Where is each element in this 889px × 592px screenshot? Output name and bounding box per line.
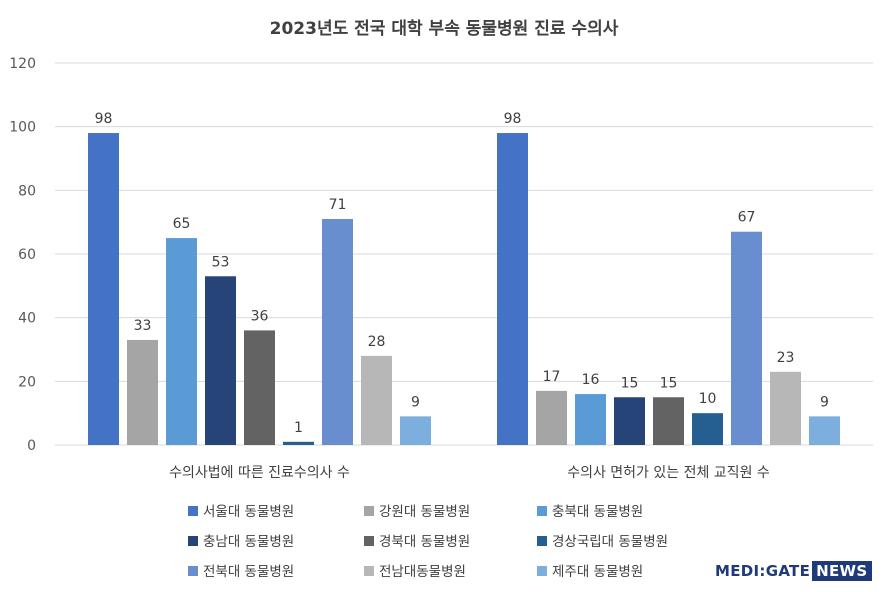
- legend-label-2: 강원대 동물병원: [379, 504, 470, 520]
- y-tick-label-20: 20: [18, 374, 36, 390]
- legend-label-8: 전남대동물병원: [379, 564, 466, 580]
- legend-label-6: 경상국립대 동물병원: [552, 534, 668, 550]
- bar-1-8: [361, 355, 392, 445]
- bar-2-7: [731, 231, 762, 445]
- legend-swatch-9: [537, 566, 547, 576]
- bar-1-5: [244, 330, 275, 445]
- legend-swatch-4: [188, 536, 198, 546]
- bar-2-2: [536, 390, 567, 445]
- x-axis-categories: 수의사법에 따른 진료수의사 수 수의사 면허가 있는 전체 교직원 수: [169, 465, 770, 481]
- data-label-2-2: 17: [543, 369, 561, 385]
- bar-2-3: [575, 394, 606, 445]
- data-label-2-3: 16: [582, 372, 600, 388]
- y-tick-label-40: 40: [18, 311, 36, 327]
- data-label-2-6: 10: [699, 391, 717, 407]
- bar-1-4: [205, 276, 236, 445]
- y-axis-ticks: 0 20 40 60 80 100 120: [9, 56, 36, 454]
- data-label-2-8: 23: [777, 350, 795, 366]
- legend-label-5: 경북대 동물병원: [379, 534, 470, 550]
- data-label-1-1: 98: [95, 111, 113, 127]
- data-label-1-3: 65: [173, 216, 191, 232]
- bars: [88, 133, 840, 446]
- y-tick-label-0: 0: [27, 438, 36, 454]
- data-label-1-8: 28: [368, 334, 386, 350]
- bar-2-8: [770, 371, 801, 445]
- legend-swatch-1: [188, 506, 198, 516]
- legend-swatch-2: [364, 506, 374, 516]
- bar-1-6: [283, 441, 314, 445]
- category-label-2: 수의사 면허가 있는 전체 교직원 수: [567, 465, 770, 481]
- chart-title: 2023년도 전국 대학 부속 동물병원 진료 수의사: [270, 19, 619, 39]
- bar-2-9: [809, 416, 840, 445]
- y-tick-label-100: 100: [9, 120, 36, 136]
- data-label-2-4: 15: [621, 375, 639, 391]
- data-label-1-9: 9: [411, 394, 420, 410]
- data-label-1-7: 71: [329, 197, 347, 213]
- bar-2-6: [692, 413, 723, 445]
- data-label-2-7: 67: [738, 210, 756, 226]
- bar-2-4: [614, 397, 645, 445]
- y-tick-label-120: 120: [9, 56, 36, 72]
- legend-swatch-8: [364, 566, 374, 576]
- legend-swatch-3: [537, 506, 547, 516]
- category-label-1: 수의사법에 따른 진료수의사 수: [169, 465, 350, 481]
- data-label-2-9: 9: [820, 394, 829, 410]
- logo-news-badge: NEWS: [812, 561, 872, 581]
- legend-swatch-6: [537, 536, 547, 546]
- data-labels: 98 33 65 53 36 1 71 28 9 98 17 16 15 15 10 67 23 9: [95, 111, 829, 436]
- legend-label-3: 충북대 동물병원: [552, 504, 643, 520]
- data-label-1-6: 1: [294, 420, 303, 436]
- data-label-1-5: 36: [251, 308, 269, 324]
- bar-1-3: [166, 238, 197, 445]
- legend-swatch-7: [188, 566, 198, 576]
- legend-label-4: 충남대 동물병원: [203, 534, 294, 550]
- legend-label-7: 전북대 동물병원: [203, 564, 294, 580]
- bar-2-1: [497, 133, 528, 446]
- bar-2-5: [653, 397, 684, 445]
- data-label-2-5: 15: [660, 375, 678, 391]
- y-tick-label-80: 80: [18, 183, 36, 199]
- bar-1-7: [322, 218, 353, 445]
- legend-label-9: 제주대 동물병원: [552, 564, 643, 580]
- logo-main-text: MEDI:GATE: [715, 562, 811, 580]
- legend-swatch-5: [364, 536, 374, 546]
- data-label-2-1: 98: [504, 111, 522, 127]
- medigate-news-logo: MEDI:GATE NEWS: [715, 560, 872, 582]
- bar-1-1: [88, 133, 119, 446]
- bar-1-9: [400, 416, 431, 445]
- bar-1-2: [127, 339, 158, 445]
- data-label-1-2: 33: [134, 318, 152, 334]
- data-label-1-4: 53: [212, 254, 230, 270]
- y-tick-label-60: 60: [18, 247, 36, 263]
- legend-label-1: 서울대 동물병원: [203, 504, 294, 520]
